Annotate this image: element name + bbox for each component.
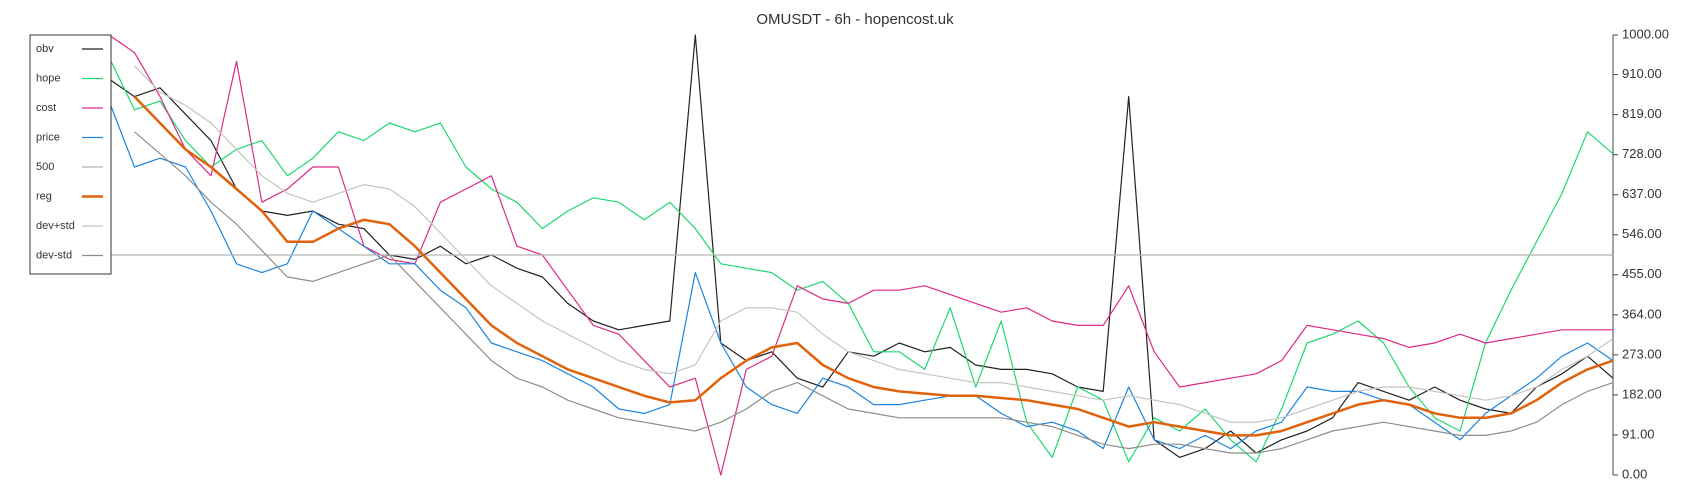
y-tick-label: 182.00 bbox=[1622, 386, 1662, 401]
chart-title: OMUSDT - 6h - hopencost.uk bbox=[756, 11, 954, 28]
legend-label: reg bbox=[36, 190, 52, 202]
series-line bbox=[133, 95, 1614, 437]
series-line bbox=[134, 131, 1614, 454]
legend-label: 500 bbox=[36, 161, 54, 173]
series-line bbox=[108, 56, 1614, 463]
legend-label: cost bbox=[36, 102, 56, 114]
series-line bbox=[108, 100, 1614, 450]
y-tick-label: 455.00 bbox=[1622, 266, 1662, 281]
y-tick-label: 1000.00 bbox=[1622, 26, 1669, 41]
series-line bbox=[108, 34, 1614, 458]
legend-box bbox=[29, 34, 112, 275]
legend-label: dev-std bbox=[36, 249, 72, 261]
legend-label: dev+std bbox=[36, 220, 75, 232]
y-tick-label: 364.00 bbox=[1622, 306, 1662, 321]
y-tick-label: 0.00 bbox=[1622, 466, 1647, 481]
y-tick-label: 819.00 bbox=[1622, 106, 1662, 121]
legend-label: hope bbox=[36, 72, 60, 84]
y-tick-label: 910.00 bbox=[1622, 66, 1662, 81]
y-tick-label: 637.00 bbox=[1622, 186, 1662, 201]
series-line bbox=[108, 34, 1613, 476]
y-tick-label: 91.00 bbox=[1622, 426, 1655, 441]
y-tick-label: 728.00 bbox=[1622, 146, 1662, 161]
series-line bbox=[134, 65, 1614, 423]
y-tick-label: 546.00 bbox=[1622, 226, 1662, 241]
legend-label: price bbox=[36, 131, 60, 143]
legend-label: obv bbox=[36, 43, 54, 55]
y-tick-label: 273.00 bbox=[1622, 346, 1662, 361]
